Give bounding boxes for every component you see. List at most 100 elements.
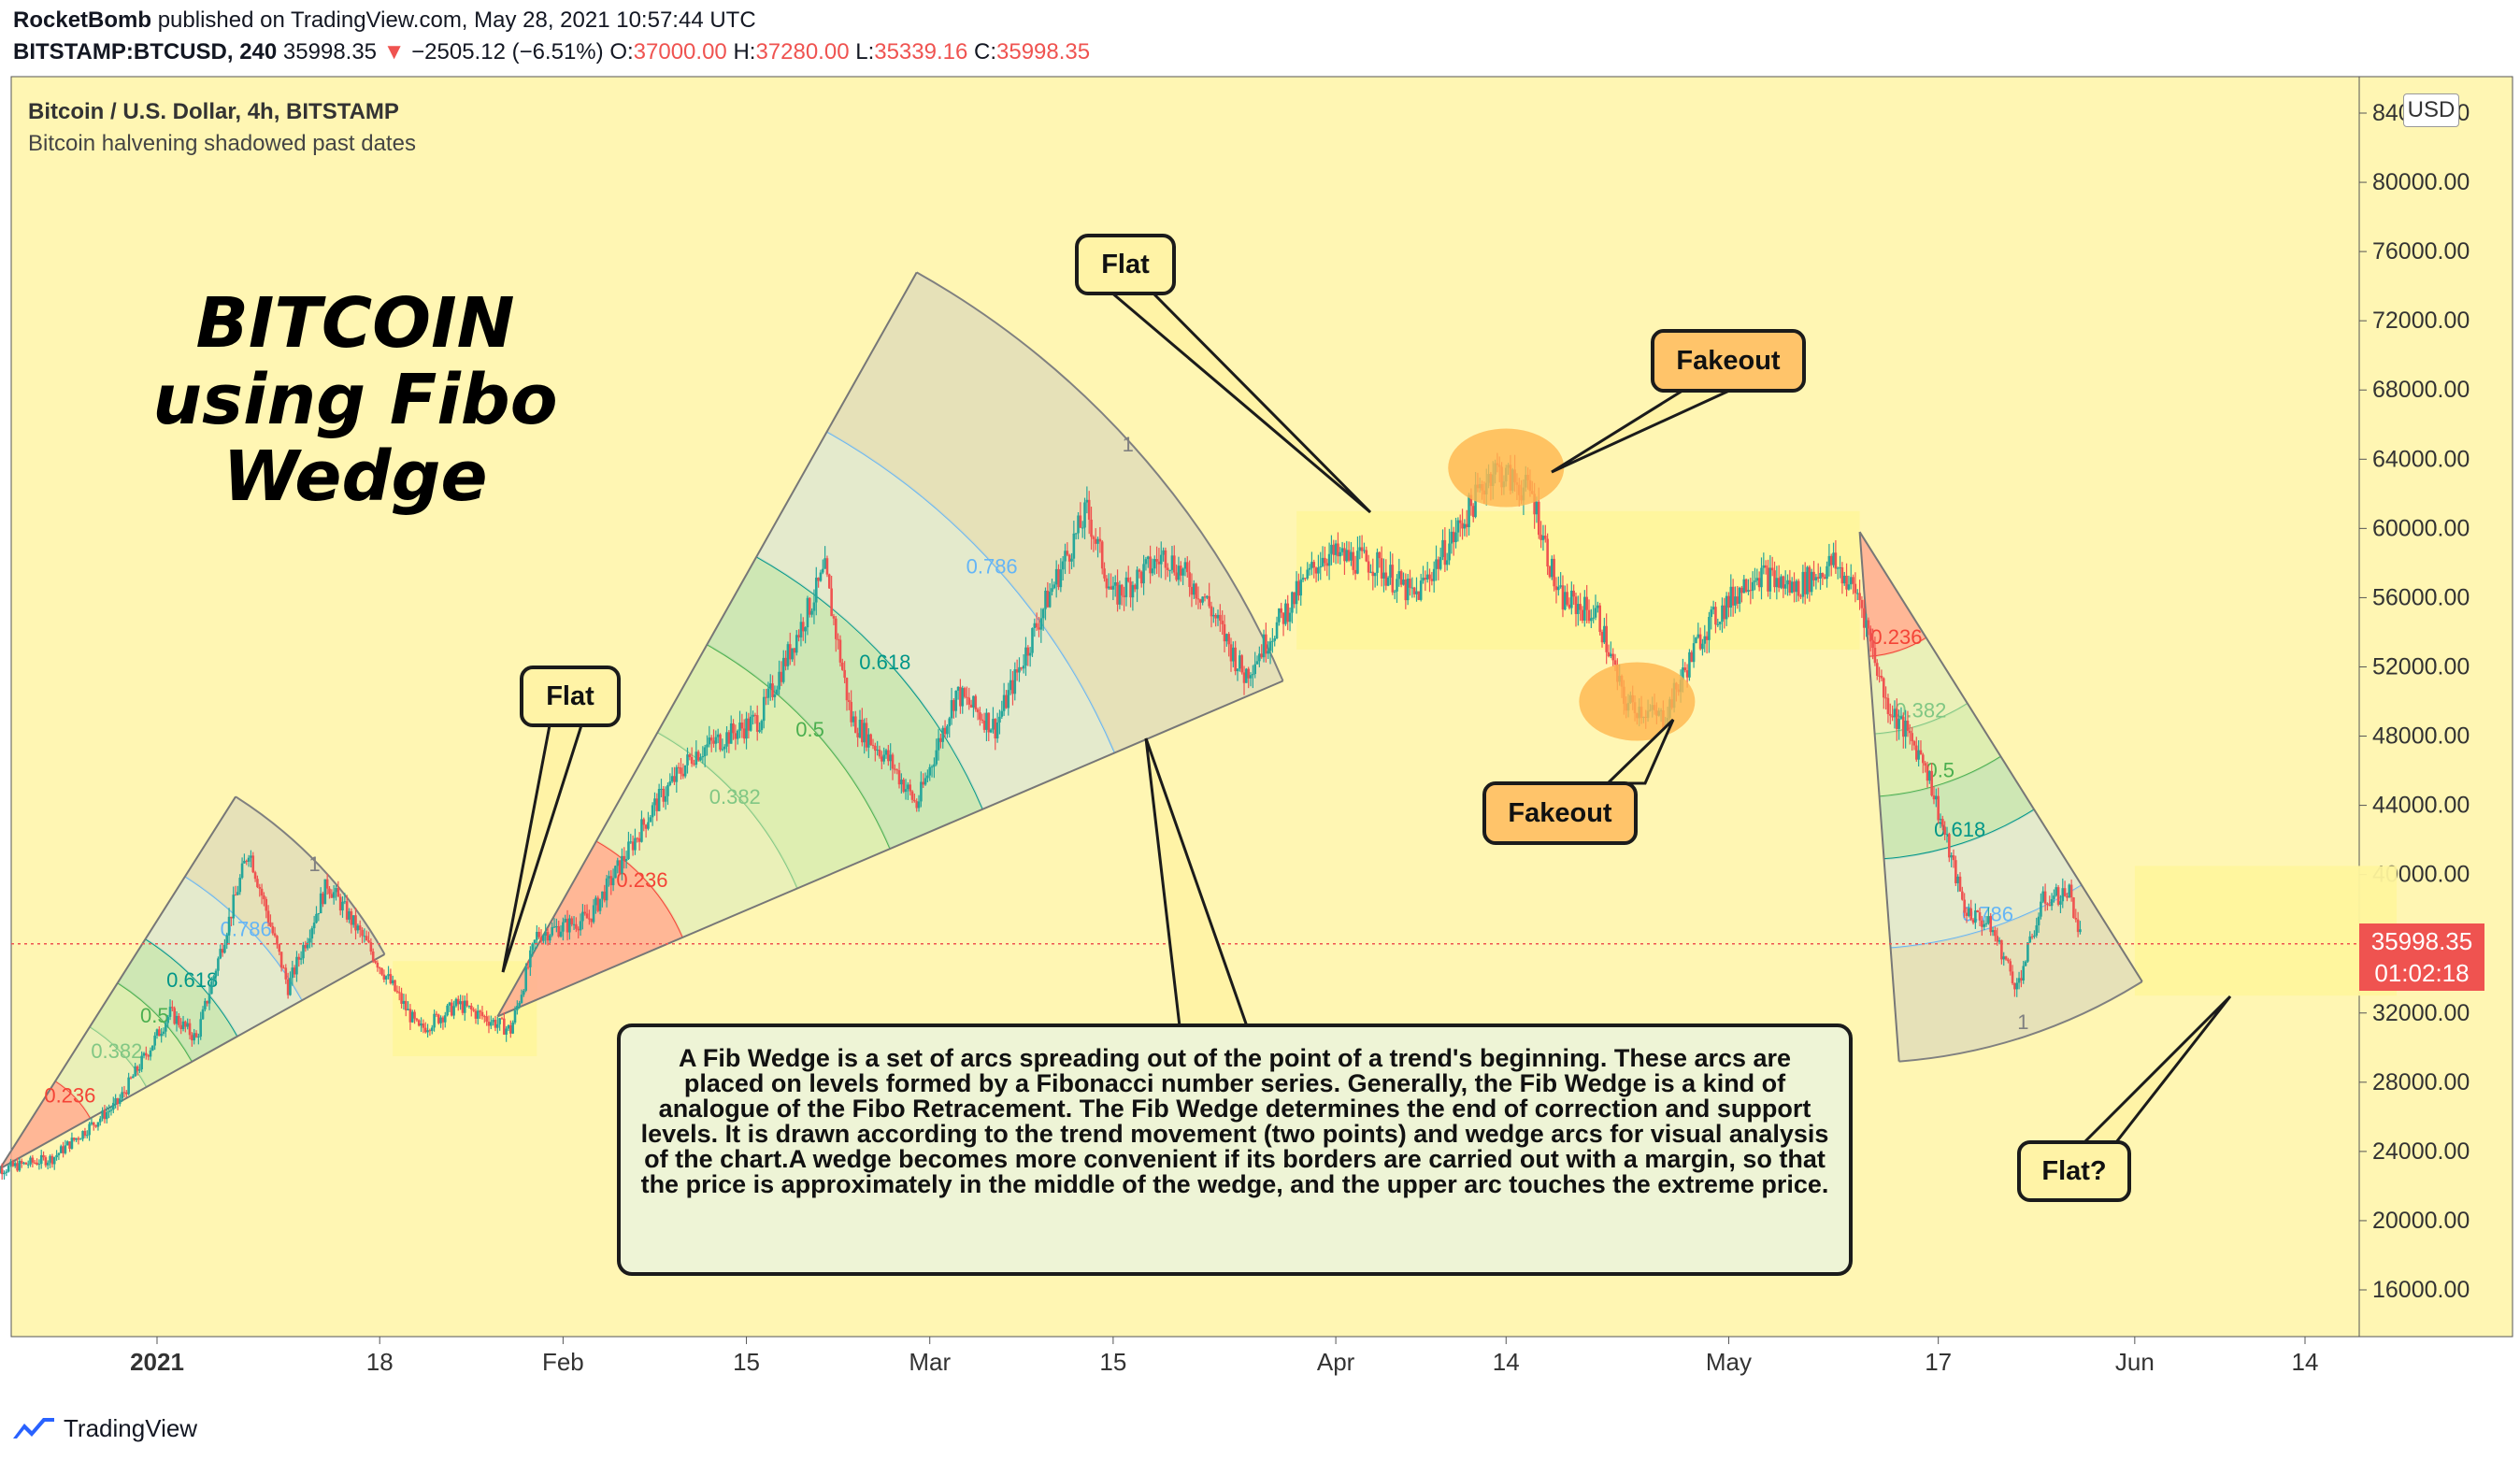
candle-body [596, 897, 600, 911]
candle-body [1007, 690, 1010, 709]
candle-body [1339, 551, 1342, 557]
candle-body [250, 855, 252, 858]
candle-body [1179, 565, 1182, 576]
candle-body [1581, 609, 1584, 622]
candle-body [1806, 566, 1809, 594]
legend-title: Bitcoin / U.S. Dollar, 4h, BITSTAMP [28, 99, 399, 124]
candle-body [876, 749, 879, 751]
candle-body [1757, 578, 1761, 588]
candle-body [1832, 552, 1835, 565]
candle-body [1153, 559, 1156, 569]
callout-flat-question[interactable]: Flat? [2017, 1140, 2131, 1202]
candle-body [322, 893, 324, 905]
candle-body [1428, 574, 1431, 580]
currency-button[interactable]: USD [2403, 93, 2459, 127]
candle-body [1245, 668, 1248, 683]
candle-body [1249, 675, 1253, 679]
candle-body [1422, 578, 1425, 581]
callout-fakeout-top[interactable]: Fakeout [1651, 329, 1806, 393]
candle-body [1858, 593, 1861, 600]
candle-body [302, 945, 305, 959]
candle-body [365, 936, 368, 941]
footer[interactable]: TradingView [11, 1410, 197, 1447]
candle-body [1262, 634, 1266, 658]
candle-body [1590, 618, 1593, 622]
candle-body [1288, 612, 1292, 623]
candle-body [2035, 924, 2039, 936]
candle-body [465, 1000, 468, 1007]
callout-fakeout-bottom[interactable]: Fakeout [1482, 781, 1638, 845]
candle-body [609, 876, 613, 886]
candle-body [225, 935, 229, 945]
candle-body [238, 878, 242, 893]
candle-body [335, 888, 337, 893]
candle-body [160, 1033, 163, 1037]
candle-body [937, 737, 940, 751]
candle-body [1711, 607, 1715, 610]
candle-body [1192, 583, 1196, 595]
candle-body [1172, 555, 1176, 573]
candle-body [1935, 795, 1938, 800]
candle-body [315, 913, 318, 923]
fib-wedge-explanation[interactable]: A Fib Wedge is a set of arcs spreading o… [617, 1023, 1853, 1276]
candle-body [454, 998, 458, 1007]
candle-body [564, 918, 567, 923]
price-axis-area [2358, 76, 2513, 1338]
candle-body [907, 784, 909, 790]
candle-body [1718, 622, 1722, 624]
candle-body [1024, 647, 1027, 666]
down-arrow-icon: ▼ [382, 39, 406, 64]
candle-body [1688, 651, 1691, 678]
fib-band [497, 840, 683, 1017]
candle-body [1267, 651, 1270, 654]
candle-body [939, 737, 942, 742]
author-name[interactable]: RocketBomb [13, 7, 152, 33]
candle-body [1441, 539, 1444, 557]
candle-body [967, 697, 971, 705]
callout-flat-left[interactable]: Flat [520, 666, 621, 727]
candle-body [841, 662, 844, 670]
candle-body [895, 769, 898, 771]
candle-body [902, 780, 905, 793]
candle-body [1212, 614, 1215, 617]
candle-body [1751, 581, 1754, 592]
candle-body [1002, 694, 1006, 711]
candle-body [62, 1146, 64, 1153]
candle-body [1554, 586, 1558, 591]
candle-body [1941, 819, 1944, 827]
candle-body [2079, 929, 2082, 933]
candle-body [1070, 558, 1073, 562]
y-tick-label: 76000.00 [2372, 238, 2470, 265]
candle-body [33, 1162, 36, 1164]
x-tick-label: 14 [2292, 1348, 2319, 1376]
callout-flat-top[interactable]: Flat [1075, 234, 1176, 295]
candle-body [566, 918, 569, 933]
candle-body [165, 1023, 167, 1032]
candle-body [598, 898, 602, 911]
candle-body [7, 1166, 10, 1172]
candle-body [972, 695, 975, 708]
candle-body [1871, 641, 1874, 649]
candle-body [1345, 550, 1349, 562]
fib-level-label: 1 [308, 852, 320, 876]
candle-body [1308, 567, 1311, 570]
candle-body [1353, 569, 1357, 574]
candle-body [173, 1008, 176, 1024]
candle-body [1780, 576, 1783, 588]
candle-body [753, 714, 757, 716]
candle-body [494, 1019, 497, 1028]
candle-body [742, 728, 746, 739]
candle-body [1729, 586, 1733, 608]
candle-body [629, 841, 633, 843]
candle-body [1829, 555, 1833, 565]
candle-body [413, 1011, 416, 1019]
candle-body [101, 1110, 104, 1119]
candle-body [933, 764, 936, 767]
candle-body [1682, 667, 1684, 680]
candle-body [1533, 494, 1536, 515]
candle-body [961, 688, 965, 707]
candle-body [476, 1010, 480, 1019]
candle-body [498, 1018, 501, 1024]
fib-arc [1879, 755, 2002, 798]
